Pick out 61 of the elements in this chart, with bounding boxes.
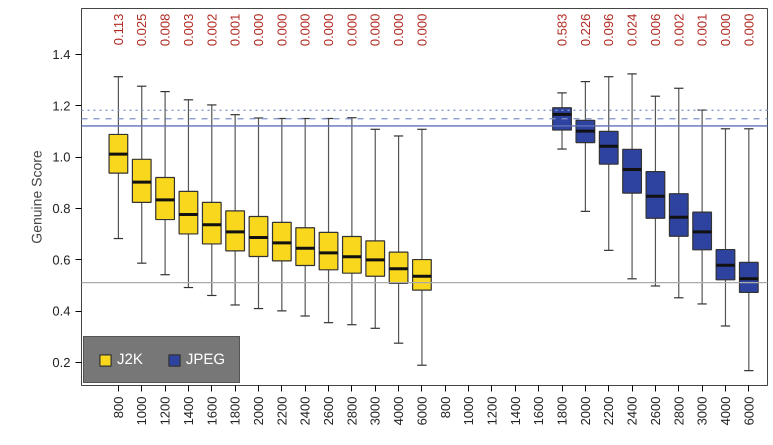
x-tick-label: 1800 <box>554 396 570 426</box>
text: 0.000 <box>250 14 266 46</box>
text: 0.008 <box>158 14 173 46</box>
x-tick-label: 4000 <box>718 396 733 426</box>
text: 0.006 <box>648 14 663 46</box>
x-tick-label: 2000 <box>250 396 266 426</box>
x-tick-label: 2200 <box>274 396 290 426</box>
x-tick-label: 2400 <box>624 396 640 426</box>
text: 0.000 <box>391 14 406 46</box>
text: 0.000 <box>718 14 733 46</box>
y-tick-label: 0.8 <box>52 201 71 216</box>
x-tick-label: 1400 <box>180 396 196 426</box>
x-tick-label: 1000 <box>134 396 150 426</box>
y-tick-label: 1.0 <box>52 150 71 165</box>
text: 0.000 <box>344 14 360 46</box>
y-axis-title: Genuine Score <box>28 150 44 244</box>
x-tick-label: 3000 <box>694 396 710 426</box>
text: 0.000 <box>274 14 290 46</box>
text: 0.000 <box>414 14 430 46</box>
y-tick-label: 1.4 <box>52 47 71 62</box>
text: 0.002 <box>671 14 686 46</box>
x-tick-label: 1400 <box>508 396 523 426</box>
x-tick-label: 3000 <box>368 396 383 426</box>
x-tick-label: 1200 <box>484 396 500 426</box>
text: 0.000 <box>298 14 313 46</box>
x-tick-label: 1000 <box>461 396 476 426</box>
x-tick-label: 1800 <box>228 396 243 426</box>
y-tick-label: 0.4 <box>52 304 71 319</box>
x-tick-label: 1200 <box>158 396 173 426</box>
x-tick-label: 6000 <box>414 396 430 426</box>
x-tick-label: 6000 <box>741 396 756 426</box>
text: 0.001 <box>694 14 710 46</box>
x-tick-label: 2400 <box>298 396 313 426</box>
text: 0.113 <box>110 14 126 46</box>
text: 0.226 <box>578 14 593 46</box>
x-tick-label: 2800 <box>671 396 686 426</box>
x-tick-label: 800 <box>438 396 453 418</box>
legend-label: JPEG <box>186 351 226 368</box>
y-tick-label: 0.2 <box>52 354 71 370</box>
x-tick-label: 2800 <box>344 396 360 426</box>
x-tick-label: 2200 <box>601 396 616 426</box>
text: 0.583 <box>554 14 570 46</box>
text: 0.096 <box>601 14 616 46</box>
x-tick-label: 800 <box>110 396 126 418</box>
y-tick-label: 0.6 <box>52 252 71 268</box>
text: 0.000 <box>368 14 383 46</box>
text: 0.000 <box>741 14 756 46</box>
x-tick-label: 1600 <box>531 396 546 426</box>
legend-label: J2K <box>117 351 143 368</box>
text: 0.024 <box>624 14 640 46</box>
x-tick-label: 1600 <box>204 396 220 426</box>
x-tick-label: 2600 <box>321 396 336 426</box>
x-tick-label: 2600 <box>648 396 663 426</box>
x-tick-label: 2000 <box>578 396 593 426</box>
text: 0.002 <box>204 14 220 46</box>
text: 0.025 <box>134 14 150 46</box>
text: 0.001 <box>228 14 243 46</box>
text: 0.000 <box>321 14 336 46</box>
x-tick-label: 4000 <box>391 396 406 426</box>
text: 0.003 <box>180 14 196 46</box>
y-tick-label: 1.2 <box>52 98 71 114</box>
